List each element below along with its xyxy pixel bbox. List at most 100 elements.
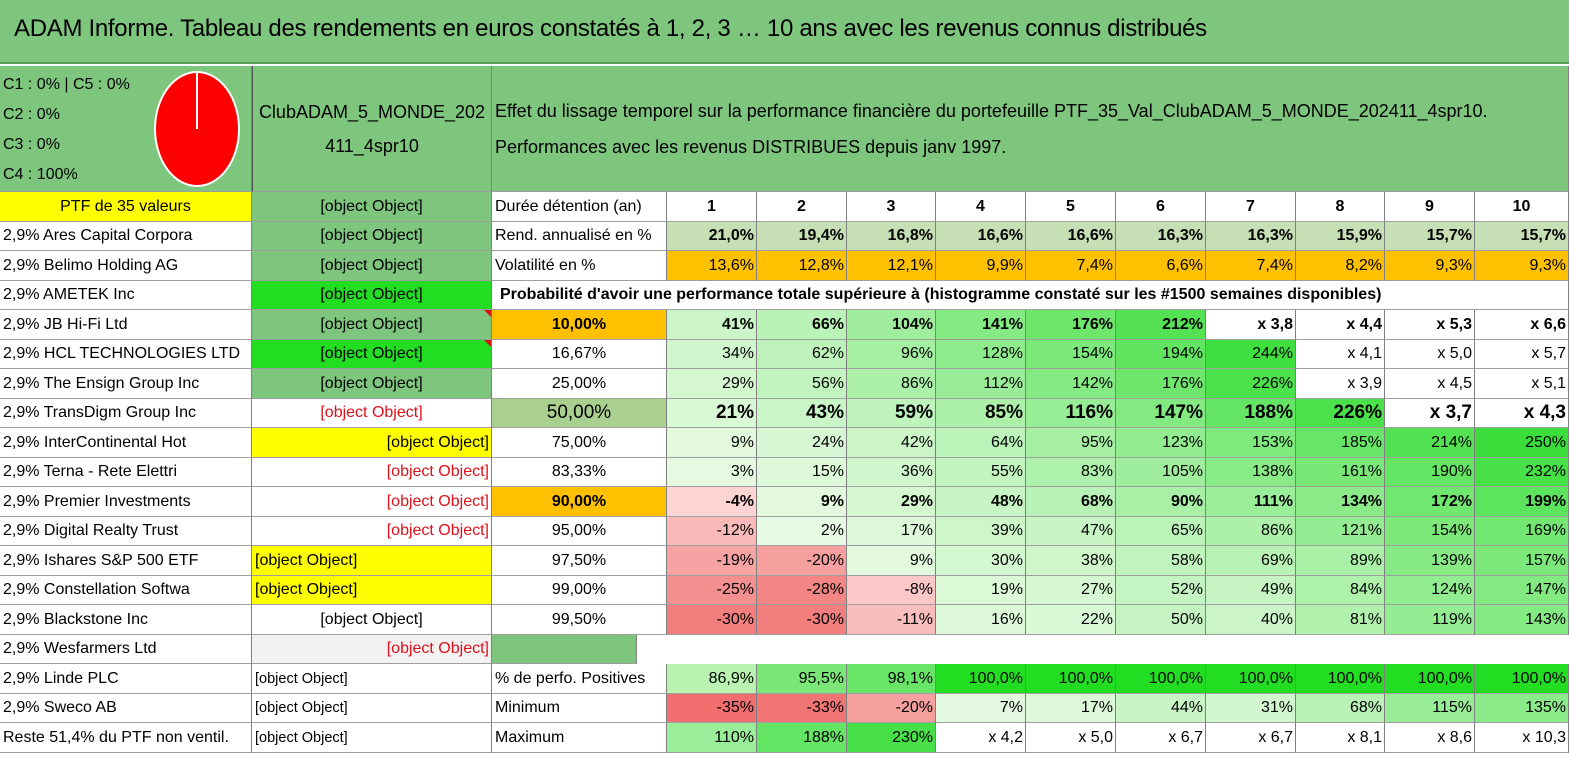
holding-row: 2,9% JB Hi-Fi Ltd xyxy=(0,310,252,340)
quantile-value: x 3,9 xyxy=(1296,369,1385,399)
quantile-value: 15% xyxy=(757,458,847,487)
quantile-value: -28% xyxy=(757,576,847,605)
info-cell: [object Object] xyxy=(252,517,492,546)
quantile-value: 89% xyxy=(1296,546,1385,576)
info-cell: [object Object] xyxy=(252,310,492,340)
quantile-value: 50% xyxy=(1116,605,1206,635)
quantile-value: x 5,1 xyxy=(1475,369,1569,399)
quantile-value: 16% xyxy=(936,605,1026,635)
allocation-line: C4 : 100% xyxy=(3,166,78,183)
quantile-value: 85% xyxy=(936,399,1026,428)
quantile-value: 64% xyxy=(936,428,1026,458)
summary-value: 135% xyxy=(1475,694,1569,723)
holding-row: 2,9% Constellation Softwa xyxy=(0,576,252,605)
holding-row: 2,9% The Ensign Group Inc xyxy=(0,369,252,399)
quantile-value: 21% xyxy=(667,399,757,428)
summary-value: -20% xyxy=(847,694,936,723)
vol-value: 13,6% xyxy=(667,251,757,281)
summary-value: 110% xyxy=(667,723,757,753)
vol-value: 9,3% xyxy=(1385,251,1475,281)
quantile-value: 84% xyxy=(1296,576,1385,605)
quantile-value: 19% xyxy=(936,576,1026,605)
quantile-value: 39% xyxy=(936,517,1026,546)
summary-value: 100,0% xyxy=(1206,664,1296,694)
vol-value: 12,1% xyxy=(847,251,936,281)
quantile-value: x 5,7 xyxy=(1475,340,1569,369)
holding-row: Reste 51,4% du PTF non ventil. xyxy=(0,723,252,753)
vol-value: 9,9% xyxy=(936,251,1026,281)
quantile-value: 27% xyxy=(1026,576,1116,605)
quantile-value: 48% xyxy=(936,487,1026,517)
holding-row: 2,9% Digital Realty Trust xyxy=(0,517,252,546)
quantile-value: 66% xyxy=(757,310,847,340)
quantile-value: 9% xyxy=(667,428,757,458)
summary-value: 188% xyxy=(757,723,847,753)
info-cell: [object Object] xyxy=(252,399,492,428)
info-cell: [object Object] xyxy=(252,664,492,694)
allocation-line: C1 : 0% | C5 : 0% xyxy=(3,76,130,93)
summary-value: -35% xyxy=(667,694,757,723)
year-header: 2 xyxy=(757,192,847,222)
quantile-value: 22% xyxy=(1026,605,1116,635)
title-bar: ADAM Informe. Tableau des rendements en … xyxy=(0,0,1569,64)
portfolio-name-line: ClubADAM_5_MONDE_202 xyxy=(258,101,486,122)
quantile-value: x 5,0 xyxy=(1385,340,1475,369)
info-cell: [object Object] xyxy=(252,340,492,369)
rend-value: 16,3% xyxy=(1116,222,1206,251)
summary-value: 100,0% xyxy=(1116,664,1206,694)
summary-value: 100,0% xyxy=(1475,664,1569,694)
quantile-label: 10,00% xyxy=(492,310,667,340)
quantile-value: 52% xyxy=(1116,576,1206,605)
info-cell: [object Object] xyxy=(252,458,492,487)
quantile-label: 99,00% xyxy=(492,576,667,605)
year-header: 7 xyxy=(1206,192,1296,222)
quantile-value: 17% xyxy=(847,517,936,546)
summary-value: x 4,2 xyxy=(936,723,1026,753)
year-header: 9 xyxy=(1385,192,1475,222)
allocation-panel: C1 : 0% | C5 : 0% C2 : 0% C3 : 0% C4 : 1… xyxy=(0,66,252,192)
info-cell: [object Object] xyxy=(252,281,492,310)
quantile-value: 169% xyxy=(1475,517,1569,546)
quantile-value: x 4,1 xyxy=(1296,340,1385,369)
year-header: 3 xyxy=(847,192,936,222)
quantile-value: 212% xyxy=(1116,310,1206,340)
year-header: 8 xyxy=(1296,192,1385,222)
quantile-value: 55% xyxy=(936,458,1026,487)
vol-value: 8,2% xyxy=(1296,251,1385,281)
quantile-value: 176% xyxy=(1026,310,1116,340)
portfolio-name-line: 411_4spr10 xyxy=(325,135,419,156)
quantile-value: 9% xyxy=(757,487,847,517)
summary-value: 100,0% xyxy=(1385,664,1475,694)
quantile-value: 134% xyxy=(1296,487,1385,517)
page-title: ADAM Informe. Tableau des rendements en … xyxy=(14,15,1207,42)
quantile-label: 99,50% xyxy=(492,605,667,635)
quantile-value: 9% xyxy=(847,546,936,576)
summary-value: x 6,7 xyxy=(1116,723,1206,753)
summary-value: 68% xyxy=(1296,694,1385,723)
rend-value: 21,0% xyxy=(667,222,757,251)
quantile-value: 68% xyxy=(1026,487,1116,517)
quantile-value: 123% xyxy=(1116,428,1206,458)
allocation-line: C3 : 0% xyxy=(3,136,60,153)
summary-value: 100,0% xyxy=(1026,664,1116,694)
quantile-value: 112% xyxy=(936,369,1026,399)
info-cell: [object Object] xyxy=(252,369,492,399)
quantile-value: x 5,3 xyxy=(1385,310,1475,340)
quantile-value: 147% xyxy=(1475,576,1569,605)
quantile-value: 40% xyxy=(1206,605,1296,635)
quantile-value: 176% xyxy=(1116,369,1206,399)
vol-value: 7,4% xyxy=(1206,251,1296,281)
summary-value: x 6,7 xyxy=(1206,723,1296,753)
quantile-value: 86% xyxy=(1206,517,1296,546)
quantile-value: -30% xyxy=(667,605,757,635)
rend-label: Rend. annualisé en % xyxy=(492,222,667,251)
quantile-value: -4% xyxy=(667,487,757,517)
rend-value: 16,3% xyxy=(1206,222,1296,251)
quantile-value: 226% xyxy=(1206,369,1296,399)
quantile-value: 105% xyxy=(1116,458,1206,487)
quantile-value: 96% xyxy=(847,340,936,369)
quantile-value: 121% xyxy=(1296,517,1385,546)
effect-line: Effet du lissage temporel sur la perform… xyxy=(495,100,1488,121)
info-cell: [object Object] xyxy=(252,605,492,635)
